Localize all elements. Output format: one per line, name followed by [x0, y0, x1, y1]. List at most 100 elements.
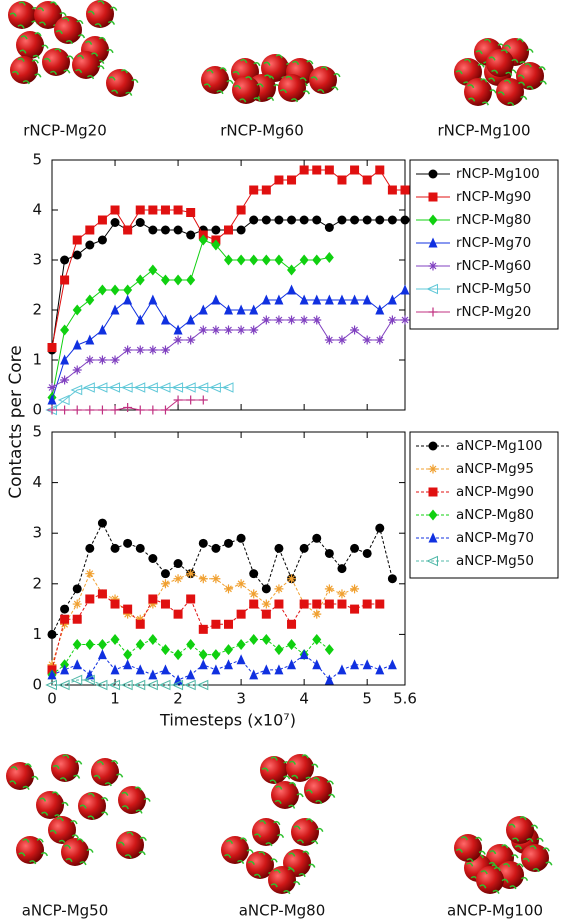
marker [123, 284, 133, 296]
marker [72, 304, 82, 316]
sphere [6, 762, 34, 790]
sphere [454, 834, 482, 862]
marker [312, 254, 322, 266]
marker [123, 225, 133, 235]
sphere-tail [124, 854, 132, 859]
sphere [116, 831, 144, 859]
marker [183, 382, 196, 393]
sphere [521, 844, 549, 872]
marker [274, 215, 284, 225]
marker [85, 639, 95, 651]
marker [375, 664, 385, 675]
sphere-tail [489, 89, 497, 94]
y-tick-label: 5 [32, 423, 42, 441]
sphere-tail [296, 793, 304, 798]
sphere-tail [536, 837, 544, 842]
marker [324, 548, 334, 558]
marker [274, 315, 284, 325]
sphere-tail [526, 85, 534, 90]
sphere-tail [206, 69, 214, 74]
marker [287, 574, 297, 584]
marker [173, 649, 183, 661]
marker [135, 218, 145, 227]
sphere-tail [305, 818, 313, 823]
legend-marker [428, 192, 438, 202]
sphere-tail [224, 853, 232, 859]
sphere-tail [19, 49, 27, 54]
sphere-tail [246, 849, 254, 854]
sphere-tail [24, 763, 32, 768]
marker [72, 235, 82, 245]
sphere [78, 792, 106, 820]
sphere-tail [302, 850, 310, 855]
marker [236, 304, 246, 315]
marker [261, 185, 271, 195]
marker [198, 659, 208, 670]
sphere-tail [38, 21, 47, 26]
marker [160, 314, 170, 325]
image-label: aNCP-Mg50 [22, 902, 109, 920]
legend-marker [428, 509, 438, 521]
sphere-tail [139, 836, 147, 841]
sphere-tail [219, 67, 227, 72]
marker [375, 304, 385, 315]
sphere-tail [22, 838, 30, 843]
marker [97, 235, 107, 245]
marker [72, 599, 82, 609]
marker [387, 659, 397, 670]
sphere-tail [466, 858, 474, 863]
marker [171, 679, 184, 691]
sphere-tail [302, 90, 310, 95]
sphere-tail [17, 24, 25, 29]
image-label: aNCP-Mg80 [239, 902, 326, 920]
marker [337, 599, 347, 609]
sphere-tail [273, 820, 281, 826]
image-label: aNCP-Mg100 [447, 902, 543, 920]
legend-label: rNCP-Mg80 [456, 212, 531, 228]
legend-marker [428, 307, 438, 317]
sphere-tail [134, 786, 142, 791]
marker [312, 315, 322, 325]
sphere-tail [269, 779, 277, 784]
sphere-tail [481, 101, 489, 106]
marker [110, 405, 120, 415]
marker [85, 543, 95, 553]
sphere-tail [9, 12, 17, 17]
sphere-tail [501, 844, 509, 849]
sphere-tail [511, 854, 519, 859]
marker [400, 215, 410, 225]
marker [324, 165, 334, 175]
sphere-tail [500, 49, 508, 54]
marker [85, 334, 95, 345]
marker [123, 649, 133, 661]
sphere-tail [76, 838, 84, 843]
sphere-tail [288, 852, 296, 857]
marker [186, 314, 196, 325]
sphere-tail [126, 831, 134, 836]
x-tick-label: 1 [110, 690, 120, 708]
marker [337, 564, 347, 574]
sphere-tail [531, 824, 539, 829]
sphere-tail [270, 883, 278, 888]
marker [173, 559, 183, 569]
sphere-tail [315, 799, 323, 805]
sphere-tail [18, 1, 26, 6]
marker [97, 518, 107, 528]
sphere-tail [526, 838, 534, 843]
sphere-tail [539, 80, 547, 85]
legend-marker [428, 237, 438, 248]
marker [123, 538, 133, 548]
sphere [246, 851, 274, 879]
marker [158, 679, 171, 691]
marker [186, 569, 196, 579]
marker [70, 384, 83, 396]
sphere-tail [43, 57, 51, 63]
sphere-tail [333, 73, 341, 78]
sphere-tail [287, 867, 295, 873]
marker [148, 345, 158, 355]
sphere-tail [117, 841, 125, 846]
sphere [42, 48, 70, 76]
marker [224, 659, 233, 670]
marker [60, 614, 70, 624]
sphere-tail [511, 837, 520, 842]
